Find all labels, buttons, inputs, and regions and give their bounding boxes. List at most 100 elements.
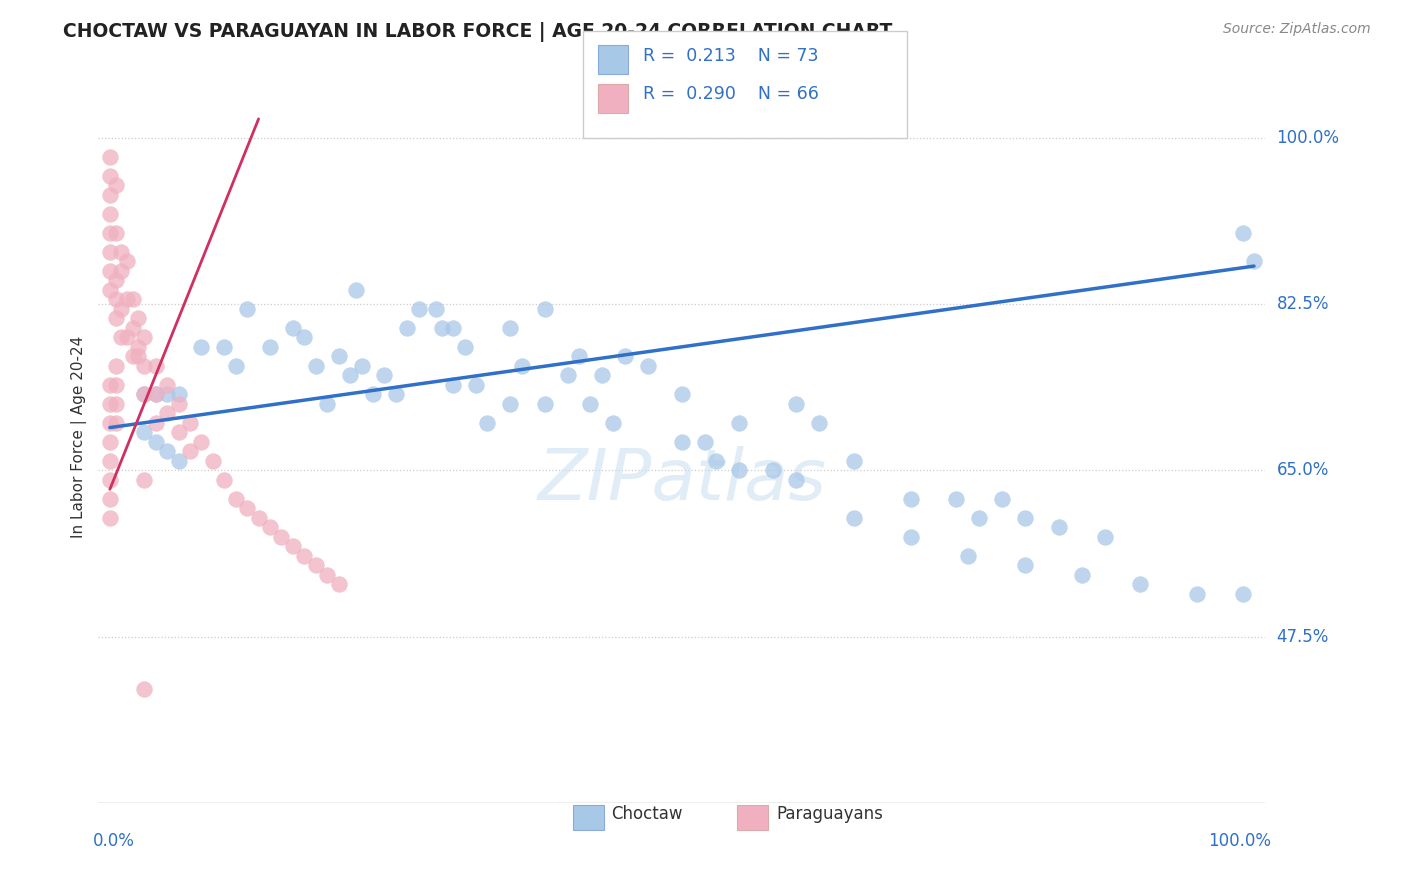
- Point: [145, 387, 167, 401]
- Point: [430, 321, 453, 335]
- Point: [110, 264, 132, 278]
- Point: [785, 473, 807, 487]
- Point: [533, 397, 555, 411]
- Text: 0.0%: 0.0%: [93, 832, 135, 850]
- Text: 47.5%: 47.5%: [1277, 628, 1329, 646]
- Point: [134, 330, 156, 344]
- Point: [247, 511, 270, 525]
- Point: [110, 244, 132, 259]
- Point: [259, 340, 281, 354]
- Point: [425, 301, 447, 316]
- Point: [225, 359, 247, 373]
- Point: [361, 387, 384, 401]
- Point: [98, 187, 121, 202]
- Point: [1071, 567, 1094, 582]
- Text: ZIPatlas: ZIPatlas: [537, 447, 827, 516]
- Point: [156, 444, 179, 458]
- Point: [134, 425, 156, 440]
- Point: [156, 377, 179, 392]
- Point: [127, 311, 149, 326]
- Point: [945, 491, 967, 506]
- Point: [385, 387, 408, 401]
- Text: Source: ZipAtlas.com: Source: ZipAtlas.com: [1223, 22, 1371, 37]
- Point: [373, 368, 395, 383]
- Point: [134, 473, 156, 487]
- Point: [115, 330, 138, 344]
- Point: [236, 301, 259, 316]
- Point: [98, 473, 121, 487]
- Text: CHOCTAW VS PARAGUAYAN IN LABOR FORCE | AGE 20-24 CORRELATION CHART: CHOCTAW VS PARAGUAYAN IN LABOR FORCE | A…: [63, 22, 893, 42]
- Point: [785, 397, 807, 411]
- Point: [104, 397, 127, 411]
- Point: [728, 416, 751, 430]
- Point: [98, 416, 121, 430]
- Point: [693, 434, 716, 449]
- Point: [591, 368, 613, 383]
- Point: [214, 473, 236, 487]
- Point: [613, 349, 636, 363]
- Point: [98, 244, 121, 259]
- Point: [956, 549, 979, 563]
- Point: [728, 463, 751, 477]
- Point: [134, 681, 156, 696]
- Point: [145, 434, 167, 449]
- Text: 100.0%: 100.0%: [1208, 832, 1271, 850]
- Point: [167, 454, 190, 468]
- Point: [1014, 511, 1036, 525]
- Point: [115, 254, 138, 268]
- Point: [179, 444, 201, 458]
- Point: [328, 349, 350, 363]
- Point: [225, 491, 247, 506]
- Point: [808, 416, 831, 430]
- Point: [305, 359, 328, 373]
- Point: [991, 491, 1014, 506]
- Point: [190, 434, 212, 449]
- Point: [441, 321, 464, 335]
- Point: [704, 454, 727, 468]
- Point: [98, 377, 121, 392]
- Point: [145, 387, 167, 401]
- Point: [104, 293, 127, 307]
- Point: [900, 530, 922, 544]
- Text: 65.0%: 65.0%: [1277, 461, 1329, 479]
- Point: [557, 368, 579, 383]
- Point: [671, 387, 693, 401]
- Point: [328, 577, 350, 591]
- Text: Choctaw: Choctaw: [610, 805, 682, 823]
- Point: [350, 359, 373, 373]
- Point: [316, 397, 339, 411]
- Point: [145, 416, 167, 430]
- Point: [339, 368, 361, 383]
- Point: [671, 434, 693, 449]
- Point: [156, 406, 179, 420]
- Point: [236, 501, 259, 516]
- Point: [110, 301, 132, 316]
- Y-axis label: In Labor Force | Age 20-24: In Labor Force | Age 20-24: [72, 336, 87, 538]
- Point: [98, 283, 121, 297]
- Point: [602, 416, 624, 430]
- Point: [167, 387, 190, 401]
- Point: [167, 397, 190, 411]
- Point: [98, 511, 121, 525]
- Point: [270, 530, 292, 544]
- Point: [110, 330, 132, 344]
- Point: [104, 226, 127, 240]
- Point: [156, 387, 179, 401]
- Point: [499, 321, 522, 335]
- Point: [98, 454, 121, 468]
- Point: [453, 340, 475, 354]
- Point: [127, 349, 149, 363]
- Point: [441, 377, 464, 392]
- Point: [316, 567, 339, 582]
- Point: [281, 321, 304, 335]
- Point: [1094, 530, 1116, 544]
- Point: [1128, 577, 1150, 591]
- Text: 100.0%: 100.0%: [1277, 128, 1340, 147]
- Point: [98, 434, 121, 449]
- Point: [637, 359, 659, 373]
- Point: [134, 387, 156, 401]
- Point: [98, 150, 121, 164]
- Point: [214, 340, 236, 354]
- Point: [568, 349, 591, 363]
- Point: [98, 397, 121, 411]
